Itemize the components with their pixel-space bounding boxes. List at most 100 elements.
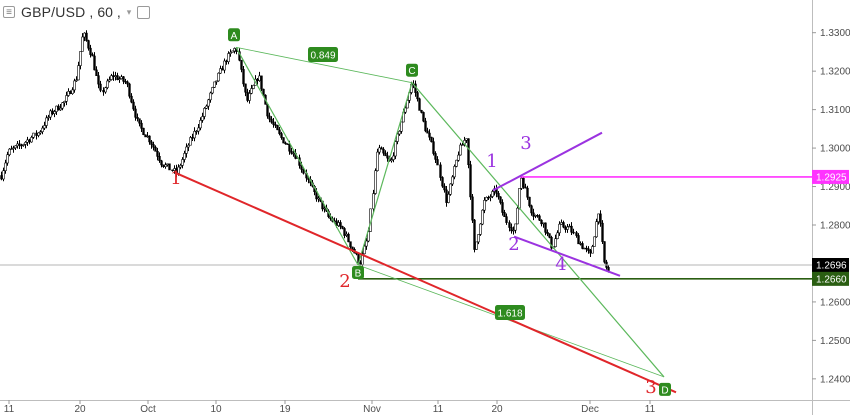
candle-body: [0, 175, 3, 180]
candle-body: [282, 137, 285, 144]
candle-body: [603, 241, 606, 263]
candle-body: [280, 133, 283, 138]
candle-body: [530, 205, 533, 214]
candle-body: [57, 105, 60, 111]
candle-body: [185, 146, 188, 154]
candle-body: [248, 93, 251, 101]
candle-body: [35, 132, 38, 136]
price-tick-label: 1.2400: [820, 374, 850, 385]
candle-body: [213, 81, 216, 88]
candle-body: [302, 169, 305, 174]
candle-body: [404, 107, 407, 113]
candle-body: [120, 76, 123, 79]
candle-body: [211, 87, 214, 94]
hamburger-icon[interactable]: ≡: [3, 6, 15, 18]
candle-body: [583, 247, 586, 250]
candle-body: [223, 60, 226, 71]
candle-body: [288, 144, 291, 152]
candle-body: [252, 85, 255, 89]
candle-body: [382, 148, 385, 154]
candle-body: [164, 164, 167, 168]
candle-body: [270, 118, 273, 123]
ratio-ac-label-bg: [308, 47, 338, 62]
candle-body: [505, 216, 508, 223]
candle-body: [106, 80, 109, 88]
candle-body: [540, 219, 543, 225]
candle-body: [22, 144, 25, 146]
candle-body: [380, 147, 383, 150]
candle-body: [512, 229, 515, 232]
symbol-label[interactable]: GBP/USD: [21, 4, 86, 20]
chart-drawings: A B C D 0.849 1.618 1 2 3 1 2 3 4: [0, 28, 812, 398]
candle-body: [558, 223, 561, 234]
time-tick-label: Nov: [363, 404, 381, 415]
candle-body: [4, 162, 7, 171]
candle-body: [272, 121, 275, 125]
candle-body: [485, 197, 488, 201]
candle-body: [217, 72, 220, 82]
candle-body: [268, 115, 271, 120]
candle-body: [87, 40, 90, 49]
interval-label[interactable]: 60: [97, 4, 113, 20]
candle-body: [104, 87, 107, 93]
candle-body: [47, 116, 50, 119]
candle-body: [39, 131, 42, 134]
candle-body: [53, 111, 56, 115]
candle-body: [12, 147, 15, 150]
candle-body: [546, 232, 549, 234]
candle-body: [392, 155, 395, 160]
candle-body: [122, 76, 125, 82]
candle-body: [162, 164, 165, 167]
price-tick-label: 1.3300: [820, 28, 850, 39]
candle-body: [426, 130, 429, 134]
candle-body: [258, 75, 261, 81]
candle-body: [197, 127, 200, 132]
candle-body: [2, 170, 5, 180]
candle-body: [585, 247, 588, 250]
candle-body: [116, 75, 119, 80]
candle-body: [290, 150, 293, 154]
time-tick-label: Dec: [581, 404, 599, 415]
candle-body: [317, 197, 320, 200]
candle-body: [376, 151, 379, 172]
candle-body: [499, 196, 502, 203]
candle-body: [434, 153, 437, 160]
candle-body: [534, 215, 537, 217]
candle-body: [510, 227, 513, 232]
ac-ratio-line: [235, 46, 413, 84]
candle-body: [518, 188, 521, 209]
candle-body: [398, 131, 401, 135]
candle-body: [144, 134, 147, 138]
candle-body: [71, 89, 74, 95]
candle-body: [514, 223, 517, 231]
candle-body: [422, 112, 425, 122]
candle-body: [532, 212, 535, 217]
separator-2: ,: [116, 4, 121, 20]
candle-body: [108, 79, 111, 82]
time-tick-label: 20: [491, 404, 503, 415]
candle-body: [102, 90, 105, 93]
red-wave-1-label: 1: [170, 168, 181, 189]
candle-body: [146, 135, 149, 138]
candle-body: [75, 79, 78, 82]
candle-body: [112, 75, 115, 77]
candle-body: [187, 144, 190, 148]
candle-body: [349, 241, 352, 248]
candle-body: [471, 196, 474, 221]
candle-body: [85, 32, 88, 41]
candle-body: [599, 213, 602, 224]
candle-body: [436, 159, 439, 166]
candle-body: [276, 125, 279, 131]
candle-body: [420, 110, 423, 113]
candle-body: [32, 132, 35, 138]
candle-body: [347, 233, 350, 243]
square-toggle-icon[interactable]: [137, 5, 151, 19]
candle-body: [250, 88, 253, 94]
candle-body: [284, 142, 287, 145]
candle-body: [538, 215, 541, 221]
candle-body: [581, 243, 584, 249]
purple-upper-channel: [492, 131, 603, 192]
chevron-down-icon[interactable]: ▾: [126, 6, 132, 17]
candle-body: [292, 152, 295, 155]
